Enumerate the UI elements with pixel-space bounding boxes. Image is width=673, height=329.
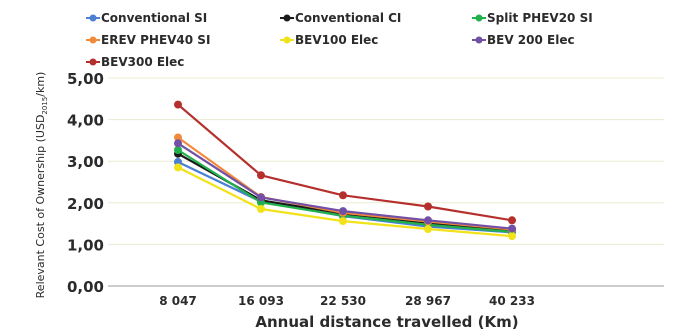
data-point	[508, 224, 516, 233]
y-axis-title-suffix: /km)	[34, 72, 47, 97]
data-point	[257, 205, 265, 213]
data-point	[424, 216, 432, 225]
x-tick-label: 22 530	[320, 294, 366, 308]
legend-swatch-marker	[475, 14, 483, 22]
y-axis-title: Relevant Cost of Ownership (USD2015/km)	[34, 72, 49, 299]
data-point	[508, 216, 516, 225]
legend-label: Conventional SI	[101, 11, 207, 25]
legend-swatch-marker	[283, 36, 291, 44]
y-tick-label: 0,00	[67, 278, 104, 296]
data-point	[174, 100, 182, 109]
legend-item-bev-200-elec: BEV 200 Elec	[472, 33, 575, 47]
legend-item-erev-phev40-si: EREV PHEV40 SI	[86, 33, 210, 47]
series-bev300-elec	[174, 100, 516, 225]
y-axis-title-main: Relevant Cost of Ownership (USD	[34, 115, 47, 299]
x-tick-label: 40 233	[489, 294, 535, 308]
x-axis: 8 047 16 093 22 530 28 967 40 233	[108, 285, 664, 308]
y-tick-label: 3,00	[67, 153, 104, 171]
legend-swatch-marker	[89, 36, 97, 44]
legend-swatch-marker	[89, 58, 97, 66]
legend-swatch-marker	[283, 14, 291, 22]
data-point	[424, 225, 432, 233]
legend: Conventional SI Conventional CI Split PHEV…	[86, 11, 593, 69]
data-point	[339, 207, 347, 216]
y-axis: 0,00 1,00 2,00 3,00 4,00 5,00	[67, 70, 104, 296]
x-tick-label: 28 967	[405, 294, 451, 308]
data-point	[174, 133, 182, 142]
y-tick-label: 4,00	[67, 112, 104, 130]
legend-item-conventional-ci: Conventional CI	[280, 11, 401, 25]
legend-label: Split PHEV20 SI	[487, 11, 593, 25]
data-point	[174, 163, 182, 172]
legend-item-bev300-elec: BEV300 Elec	[86, 55, 184, 69]
y-tick-label: 1,00	[67, 236, 104, 254]
legend-item-split-phev20-si: Split PHEV20 SI	[472, 11, 593, 25]
y-tick-label: 2,00	[67, 195, 104, 213]
legend-item-bev100-elec: BEV100 Elec	[280, 33, 378, 47]
data-point	[174, 139, 182, 148]
data-point	[508, 232, 516, 241]
y-tick-label: 5,00	[67, 70, 104, 88]
legend-label: BEV100 Elec	[295, 33, 378, 47]
data-point	[339, 217, 347, 226]
legend-label: Conventional CI	[295, 11, 401, 25]
series-bev100-elec	[174, 163, 516, 241]
series-layer	[174, 100, 516, 241]
x-tick-label: 16 093	[238, 294, 284, 308]
y-axis-title-subscript: 2015	[41, 97, 49, 115]
data-point	[257, 193, 265, 202]
data-point	[339, 191, 347, 200]
series-bev-200-elec	[174, 139, 516, 233]
data-point	[174, 146, 182, 154]
data-point	[257, 171, 265, 180]
gridlines	[108, 77, 664, 287]
x-axis-title: Annual distance travelled (Km)	[255, 313, 518, 329]
legend-swatch-marker	[475, 36, 483, 44]
legend-label: BEV300 Elec	[101, 55, 184, 69]
legend-swatch-marker	[89, 14, 97, 22]
x-tick-label: 8 047	[159, 294, 197, 308]
legend-item-conventional-si: Conventional SI	[86, 11, 207, 25]
data-point	[424, 202, 432, 211]
legend-label: EREV PHEV40 SI	[101, 33, 210, 47]
legend-label: BEV 200 Elec	[487, 33, 575, 47]
